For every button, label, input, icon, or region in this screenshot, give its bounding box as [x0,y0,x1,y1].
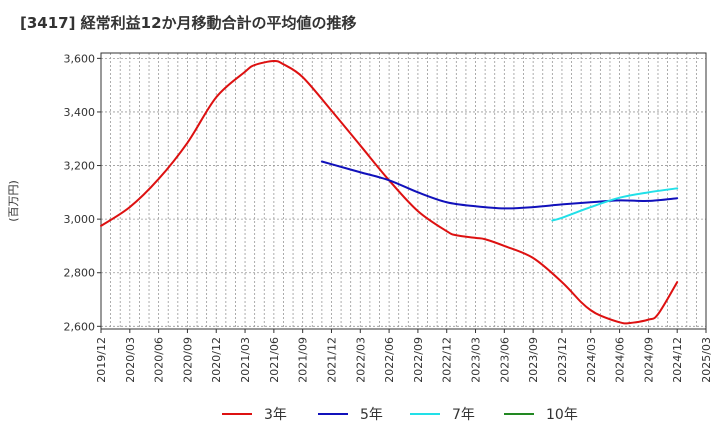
y-axis-ticks: 2,600 2,800 3,000 3,200 3,400 3,600 [64,52,101,333]
x-tick-label: 2020/09 [181,337,194,383]
x-tick-label: 2022/09 [412,337,425,383]
y-tick-label: 2,600 [64,320,96,333]
series-layer [100,60,679,325]
y-tick-label: 3,400 [64,106,96,119]
chart-title: [3417] 経常利益12か月移動合計の平均値の推移 [20,14,357,32]
x-tick-label: 2022/12 [441,337,454,383]
y-tick-label: 2,800 [64,267,96,280]
x-tick-label: 2020/03 [124,337,137,383]
x-tick-label: 2024/03 [585,337,598,383]
x-tick-label: 2024/06 [614,337,627,383]
x-tick-label: 2021/06 [268,337,281,383]
x-tick-label: 2020/12 [210,337,223,383]
x-tick-label: 2022/03 [354,337,367,383]
y-tick-label: 3,000 [64,213,96,226]
x-tick-label: 2023/03 [470,337,483,383]
grid-layer [101,53,706,329]
x-tick-label: 2024/09 [642,337,655,383]
x-tick-label: 2022/06 [383,337,396,383]
plot-area [100,52,707,330]
series-line-1 [100,60,679,325]
x-tick-label: 2024/12 [671,337,684,383]
legend-label-1: 3年 [264,407,287,423]
series-line-2 [320,160,679,210]
y-axis-label: (百万円) [7,180,20,222]
y-tick-label: 3,200 [64,160,96,173]
legend-label-4: 10年 [546,407,578,423]
x-axis-ticks: 2019/12 2020/03 2020/06 2020/09 2020/12 2021/… [95,329,713,383]
legend: 3年 5年 7年 10年 [222,407,578,423]
y-tick-label: 3,600 [64,52,96,65]
x-tick-label: 2023/06 [498,337,511,383]
x-tick-label: 2023/09 [527,337,540,383]
x-tick-label: 2019/12 [95,337,108,383]
x-tick-label: 2021/09 [297,337,310,383]
series-line-3 [551,187,679,222]
legend-label-3: 7年 [452,407,475,423]
x-tick-label: 2021/12 [325,337,338,383]
x-tick-label: 2023/12 [556,337,569,383]
x-tick-label: 2025/03 [700,337,713,383]
legend-label-2: 5年 [360,407,383,423]
x-tick-label: 2021/03 [239,337,252,383]
x-tick-label: 2020/06 [153,337,166,383]
